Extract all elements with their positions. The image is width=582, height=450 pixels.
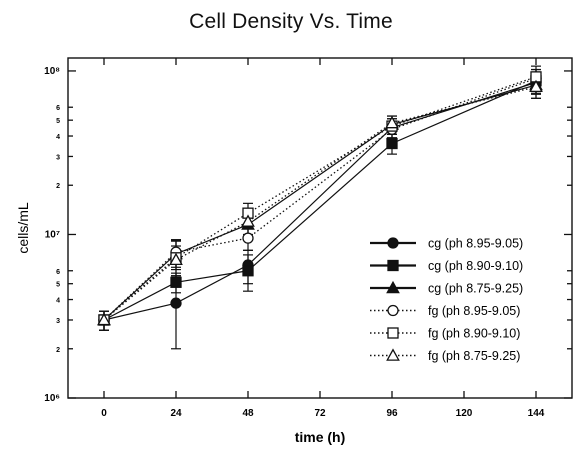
y-tick-label: 4 (56, 134, 60, 141)
x-tick-label: 0 (101, 408, 107, 419)
y-tick-label: 10⁶ (44, 393, 60, 404)
legend-marker-3 (387, 304, 399, 317)
y-tick-label: 5 (56, 282, 60, 289)
x-tick-label: 96 (386, 408, 398, 419)
legend-marker-1 (387, 259, 399, 272)
y-tick-label: 2 (56, 347, 60, 354)
chart-title: Cell Density Vs. Time (189, 10, 393, 33)
data-point-1 (170, 276, 182, 288)
data-point-1 (386, 137, 398, 150)
data-point-5 (385, 115, 399, 129)
x-tick-label: 120 (456, 408, 473, 419)
data-point-5 (241, 214, 255, 227)
legend-marker-0 (387, 237, 399, 249)
legend-label-2: cg (ph 8.75-9.25) (428, 282, 523, 296)
y-tick-label: 2 (56, 183, 60, 190)
x-axis-label: time (h) (295, 429, 346, 445)
x-tick-label: 144 (528, 408, 545, 419)
data-point-1 (242, 265, 254, 277)
y-tick-label: 3 (56, 154, 60, 161)
plot-frame (67, 57, 573, 399)
y-tick-label: 10⁸ (44, 66, 60, 77)
data-point-0 (170, 297, 182, 309)
data-point-5 (97, 312, 111, 326)
x-tick-label: 48 (242, 408, 254, 419)
y-tick-label: 5 (56, 118, 60, 125)
data-point-3 (242, 232, 254, 244)
legend-marker-2 (386, 280, 400, 294)
x-tick-label: 24 (170, 408, 182, 419)
y-tick-label: 3 (56, 318, 60, 325)
y-tick-label: 4 (56, 298, 60, 305)
data-point-5 (529, 79, 543, 93)
legend-label-1: cg (ph 8.90-9.10) (428, 259, 523, 273)
data-point-5 (169, 252, 183, 266)
legend-label-3: fg (ph 8.95-9.05) (428, 304, 520, 318)
y-tick-label: 6 (56, 269, 60, 276)
legend-marker-4 (387, 327, 399, 339)
legend-label-5: fg (ph 8.75-9.25) (428, 349, 520, 363)
legend-marker-5 (386, 348, 400, 361)
legend-label-4: fg (ph 8.90-9.10) (428, 327, 520, 341)
x-tick-label: 72 (314, 408, 326, 419)
legend-label-0: cg (ph 8.95-9.05) (428, 237, 523, 251)
y-tick-label: 10⁷ (45, 229, 60, 240)
y-tick-label: 6 (56, 105, 60, 112)
y-axis-label: cells/mL (15, 202, 31, 254)
